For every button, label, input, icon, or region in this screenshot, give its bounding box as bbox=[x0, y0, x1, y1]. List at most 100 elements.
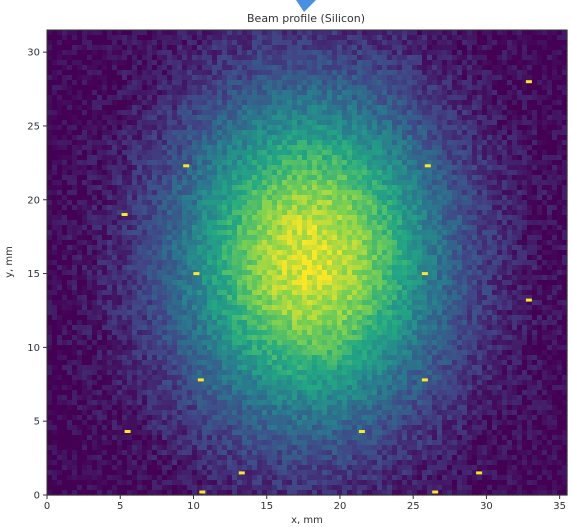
heatmap-cell bbox=[222, 170, 228, 176]
heatmap-cell bbox=[107, 265, 113, 271]
heatmap-cell bbox=[192, 110, 198, 116]
heatmap-cell bbox=[137, 185, 143, 191]
heatmap-cell bbox=[117, 145, 123, 151]
heatmap-cell bbox=[402, 125, 408, 131]
heatmap-cell bbox=[97, 120, 103, 126]
heatmap-cell bbox=[467, 90, 473, 96]
heatmap-cell bbox=[227, 155, 233, 161]
heatmap-cell bbox=[302, 245, 308, 251]
heatmap-cell bbox=[262, 215, 268, 221]
heatmap-cell bbox=[207, 140, 213, 146]
heatmap-cell bbox=[532, 35, 538, 41]
heatmap-cell bbox=[522, 110, 528, 116]
heatmap-cell bbox=[177, 145, 183, 151]
heatmap-cell bbox=[182, 40, 188, 46]
heatmap-cell bbox=[532, 50, 538, 56]
heatmap-cell bbox=[232, 120, 238, 126]
heatmap-cell bbox=[202, 40, 208, 46]
heatmap-cell bbox=[552, 225, 558, 231]
heatmap-cell bbox=[427, 95, 433, 101]
heatmap-cell bbox=[517, 75, 523, 81]
heatmap-cell bbox=[97, 265, 103, 271]
heatmap-cell bbox=[252, 130, 258, 136]
heatmap-cell bbox=[467, 60, 473, 66]
heatmap-cell bbox=[267, 260, 273, 266]
heatmap-cell bbox=[272, 175, 278, 181]
heatmap-cell bbox=[342, 185, 348, 191]
heatmap-cell bbox=[197, 220, 203, 226]
heatmap-cell bbox=[417, 60, 423, 66]
heatmap-cell bbox=[542, 245, 548, 251]
heatmap-cell bbox=[342, 220, 348, 226]
heatmap-cell bbox=[282, 220, 288, 226]
heatmap-cell bbox=[487, 235, 493, 241]
heatmap-cell bbox=[342, 260, 348, 266]
heatmap-cell bbox=[447, 265, 453, 271]
heatmap-cell bbox=[477, 110, 483, 116]
heatmap-cell bbox=[422, 185, 428, 191]
heatmap-cell bbox=[192, 165, 198, 171]
heatmap-cell bbox=[282, 210, 288, 216]
heatmap-cell bbox=[357, 105, 363, 111]
heatmap-cell bbox=[517, 55, 523, 61]
heatmap-cell bbox=[422, 95, 428, 101]
heatmap-cell bbox=[157, 220, 163, 226]
heatmap-cell bbox=[337, 155, 343, 161]
heatmap-cell bbox=[532, 180, 538, 186]
heatmap-cell bbox=[82, 235, 88, 241]
heatmap-cell bbox=[282, 185, 288, 191]
heatmap-cell bbox=[297, 65, 303, 71]
heatmap-cell bbox=[562, 150, 568, 156]
heatmap-cell bbox=[322, 105, 328, 111]
heatmap-cell bbox=[522, 225, 528, 231]
heatmap-cell bbox=[342, 205, 348, 211]
heatmap-cell bbox=[112, 255, 118, 261]
heatmap-cell bbox=[177, 165, 183, 171]
heatmap-cell bbox=[172, 60, 178, 66]
heatmap-cell bbox=[142, 95, 148, 101]
heatmap-cell bbox=[547, 90, 553, 96]
heatmap-cell bbox=[52, 270, 58, 276]
heatmap-cell bbox=[367, 170, 373, 176]
heatmap-cell bbox=[127, 205, 133, 211]
heatmap-cell bbox=[447, 115, 453, 121]
heatmap-cell bbox=[172, 240, 178, 246]
heatmap-cell bbox=[117, 195, 123, 201]
heatmap-cell bbox=[87, 180, 93, 186]
heatmap-cell bbox=[302, 145, 308, 151]
heatmap-cell bbox=[282, 70, 288, 76]
heatmap-cell bbox=[262, 50, 268, 56]
heatmap-cell bbox=[147, 85, 153, 91]
heatmap-cell bbox=[322, 40, 328, 46]
heatmap-cell bbox=[437, 185, 443, 191]
heatmap-cell bbox=[217, 210, 223, 216]
heatmap-cell bbox=[477, 190, 483, 196]
heatmap-cell bbox=[362, 50, 368, 56]
heatmap-cell bbox=[462, 130, 468, 136]
heatmap-cell bbox=[457, 150, 463, 156]
heatmap-cell bbox=[292, 40, 298, 46]
heatmap-cell bbox=[407, 85, 413, 91]
heatmap-cell bbox=[102, 240, 108, 246]
heatmap-cell bbox=[477, 90, 483, 96]
heatmap-cell bbox=[417, 235, 423, 241]
heatmap-cell bbox=[97, 240, 103, 246]
heatmap-cell bbox=[92, 230, 98, 236]
heatmap-cell bbox=[67, 35, 73, 41]
heatmap-cell bbox=[87, 145, 93, 151]
heatmap-cell bbox=[517, 225, 523, 231]
heatmap-cell bbox=[542, 135, 548, 141]
heatmap-cell bbox=[552, 260, 558, 266]
heatmap-cell bbox=[472, 245, 478, 251]
heatmap-cell bbox=[112, 120, 118, 126]
heatmap-cell bbox=[177, 205, 183, 211]
heatmap-cell bbox=[172, 35, 178, 41]
heatmap-cell bbox=[292, 110, 298, 116]
heatmap-cell bbox=[182, 150, 188, 156]
heatmap-cell bbox=[327, 135, 333, 141]
heatmap-cell bbox=[367, 165, 373, 171]
heatmap-cell bbox=[172, 220, 178, 226]
heatmap-cell bbox=[332, 40, 338, 46]
heatmap-cell bbox=[52, 35, 58, 41]
heatmap-cell bbox=[257, 35, 263, 41]
